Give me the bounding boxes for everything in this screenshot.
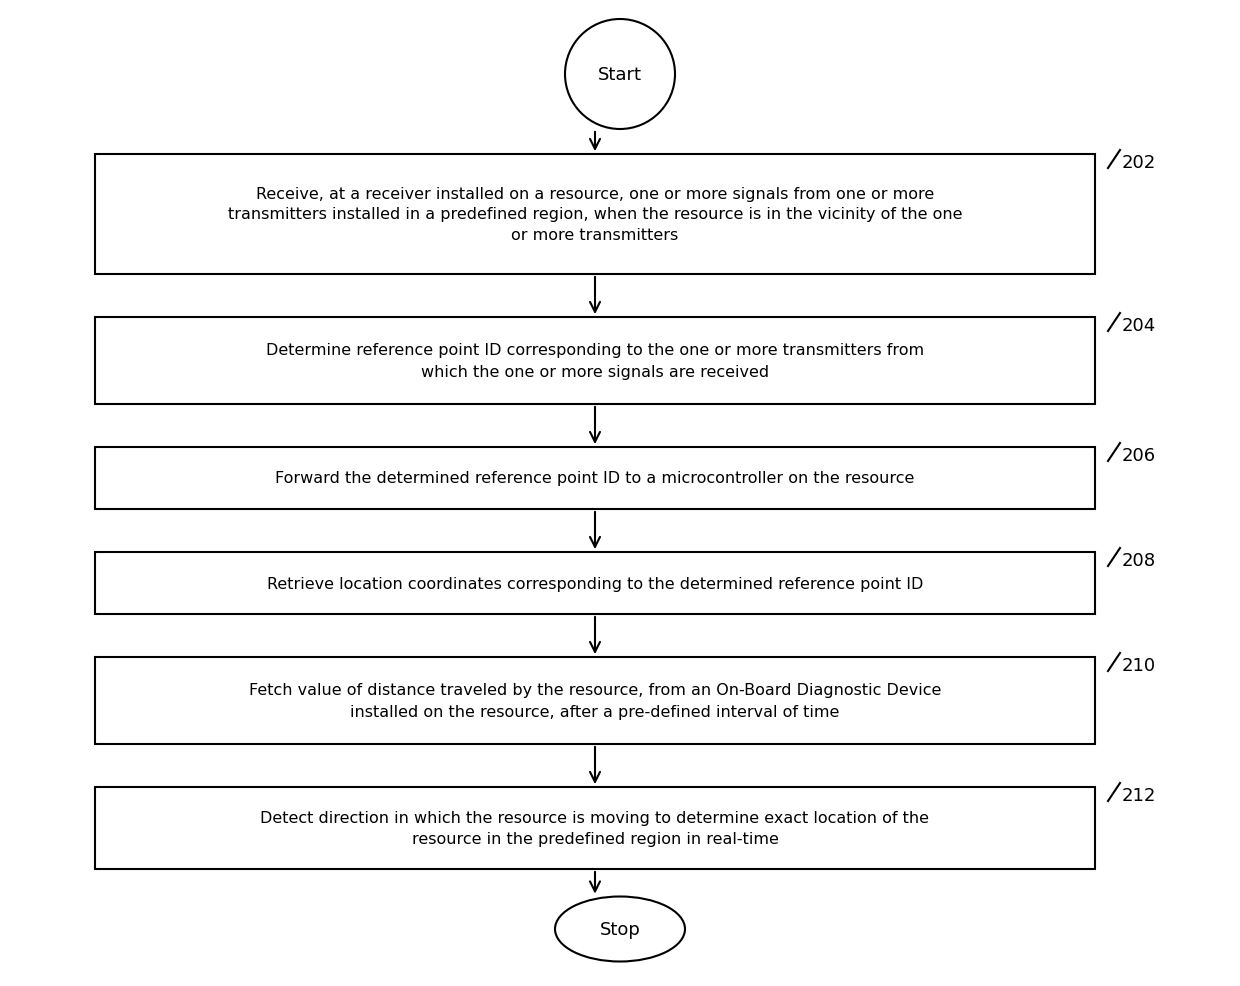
Ellipse shape — [556, 896, 684, 961]
Text: Start: Start — [598, 66, 642, 84]
Bar — [95, 658, 1095, 744]
Bar — [95, 155, 1095, 275]
Text: Retrieve location coordinates corresponding to the determined reference point ID: Retrieve location coordinates correspond… — [267, 576, 924, 591]
Text: Fetch value of distance traveled by the resource, from an On-Board Diagnostic De: Fetch value of distance traveled by the … — [249, 683, 941, 719]
Text: 206: 206 — [1122, 447, 1156, 464]
Bar — [95, 787, 1095, 869]
Bar — [95, 552, 1095, 614]
Text: Stop: Stop — [600, 920, 640, 938]
Text: Detect direction in which the resource is moving to determine exact location of : Detect direction in which the resource i… — [260, 810, 930, 846]
Text: 204: 204 — [1122, 317, 1156, 334]
Text: 202: 202 — [1122, 154, 1156, 172]
Bar — [95, 317, 1095, 404]
Text: Determine reference point ID corresponding to the one or more transmitters from
: Determine reference point ID correspondi… — [265, 343, 924, 379]
Text: 212: 212 — [1122, 786, 1157, 805]
Text: Forward the determined reference point ID to a microcontroller on the resource: Forward the determined reference point I… — [275, 471, 915, 486]
Text: Receive, at a receiver installed on a resource, one or more signals from one or : Receive, at a receiver installed on a re… — [228, 186, 962, 244]
Text: 210: 210 — [1122, 657, 1156, 674]
Text: 208: 208 — [1122, 551, 1156, 570]
Circle shape — [565, 20, 675, 130]
Bar — [95, 448, 1095, 510]
